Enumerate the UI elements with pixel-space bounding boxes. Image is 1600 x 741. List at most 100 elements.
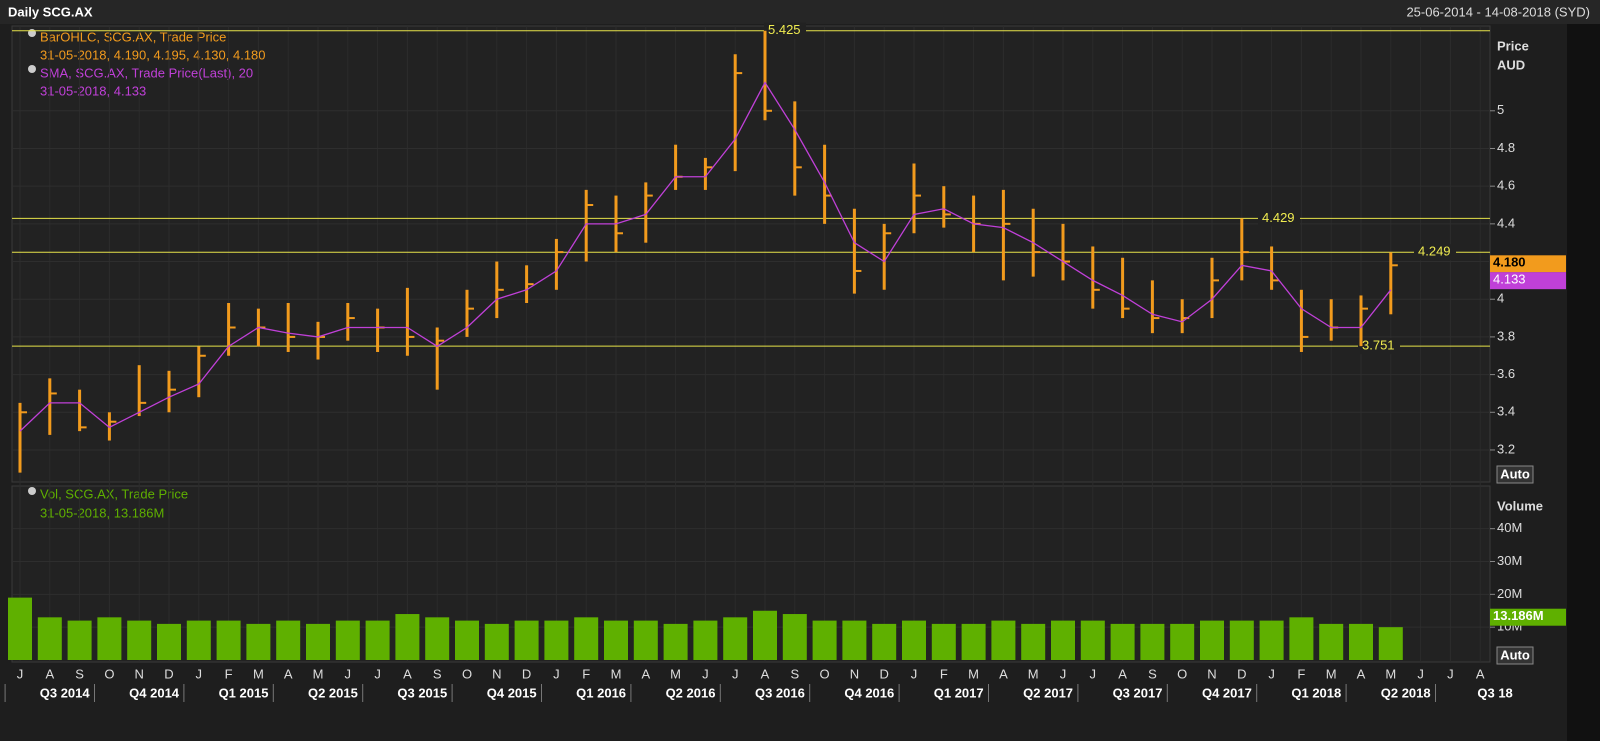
volume-bar — [276, 620, 301, 660]
volume-bar — [723, 617, 748, 660]
volume-badge-label: 13.186M — [1493, 608, 1544, 623]
volume-bar — [961, 623, 986, 660]
quarter-label: Q4 2014 — [129, 685, 180, 700]
volume-bar — [753, 610, 777, 660]
volume-bar — [544, 620, 569, 660]
x-tick-label: J — [553, 666, 560, 681]
legend-text: 31-05-2018, 13.186M — [40, 505, 164, 520]
level-label: 3.751 — [1362, 338, 1395, 353]
volume-bar — [1349, 623, 1373, 660]
volume-bar — [1170, 623, 1195, 660]
volume-bar — [1110, 623, 1135, 660]
quarter-label: Q1 2018 — [1291, 685, 1341, 700]
x-tick-label: A — [999, 666, 1008, 681]
volume-bar — [8, 597, 32, 660]
auto-button[interactable] — [1496, 646, 1534, 665]
quarter-label: Q3 18 — [1477, 685, 1512, 700]
y-tick-label: 40M — [1497, 520, 1522, 535]
auto-button[interactable] — [1496, 465, 1534, 484]
price-badge-label: 4.180 — [1493, 255, 1526, 270]
volume-bar — [812, 620, 837, 660]
legend-icon[interactable] — [28, 65, 36, 73]
sma-line — [19, 81, 1392, 432]
quarter-label: Q2 2015 — [308, 685, 358, 700]
level-label: 4.429 — [1262, 210, 1295, 225]
x-tick-label: D — [1237, 666, 1246, 681]
level-label-bg — [764, 22, 806, 39]
x-tick-label: J — [345, 666, 352, 681]
x-tick-label: M — [611, 666, 622, 681]
x-tick-label: A — [403, 666, 412, 681]
price-axis-title: Price — [1497, 38, 1529, 53]
x-tick-label: M — [253, 666, 264, 681]
legend-text: SMA, SCG.AX, Trade Price(Last), 20 — [40, 65, 253, 80]
x-tick-label: O — [104, 666, 114, 681]
legend-text: 31-05-2018, 4.190, 4.195, 4.130, 4.180 — [40, 47, 266, 62]
volume-bar — [693, 620, 718, 660]
x-tick-label: M — [968, 666, 979, 681]
quarter-label: Q2 2018 — [1381, 685, 1431, 700]
x-tick-label: M — [1326, 666, 1337, 681]
date-range: 25-06-2014 - 14-08-2018 (SYD) — [1406, 4, 1590, 19]
level-label: 4.249 — [1418, 244, 1451, 259]
volume-bar — [1319, 623, 1344, 660]
x-tick-label: J — [702, 666, 709, 681]
x-tick-label: D — [522, 666, 531, 681]
level-label-bg — [1258, 210, 1300, 227]
x-tick-label: J — [374, 666, 381, 681]
legend-icon[interactable] — [28, 29, 36, 37]
x-tick-label: S — [1148, 666, 1157, 681]
x-tick-label: A — [1357, 666, 1366, 681]
x-tick-label: N — [1207, 666, 1216, 681]
volume-bar — [455, 620, 479, 660]
quarter-label: Q2 2016 — [666, 685, 716, 700]
quarter-label: Q1 2015 — [219, 685, 269, 700]
x-tick-label: D — [164, 666, 173, 681]
x-tick-label: J — [1268, 666, 1275, 681]
legend-icon[interactable] — [28, 487, 36, 495]
volume-bar — [1200, 620, 1224, 660]
volume-bar — [604, 620, 628, 660]
y-tick-label: 5 — [1497, 102, 1504, 117]
y-tick-label: 4 — [1497, 291, 1504, 306]
price-axis-unit: AUD — [1497, 57, 1525, 72]
chart-title: Daily SCG.AX — [8, 4, 93, 19]
x-tick-label: J — [1417, 666, 1424, 681]
level-label-bg — [1414, 244, 1456, 261]
auto-label[interactable]: Auto — [1500, 466, 1530, 481]
volume-bar — [1051, 620, 1075, 660]
x-tick-label: J — [1090, 666, 1097, 681]
quarter-label: Q4 2017 — [1202, 685, 1252, 700]
level-label: 5.425 — [768, 22, 801, 37]
x-tick-label: N — [492, 666, 501, 681]
volume-bar — [663, 623, 688, 660]
volume-bar — [186, 620, 211, 660]
volume-bar — [1289, 617, 1314, 660]
volume-bar — [127, 620, 152, 660]
x-tick-label: J — [911, 666, 918, 681]
x-tick-label: F — [582, 666, 590, 681]
x-tick-label: F — [1297, 666, 1305, 681]
level-label-bg — [1358, 338, 1400, 355]
x-tick-label: M — [1028, 666, 1039, 681]
volume-bar — [306, 623, 330, 660]
volume-bar — [1021, 623, 1046, 660]
volume-bar — [1378, 627, 1403, 660]
x-tick-label: N — [135, 666, 144, 681]
y-tick-label: 3.2 — [1497, 441, 1515, 456]
volume-bar — [484, 623, 509, 660]
price-badge-label: 4.133 — [1493, 272, 1526, 287]
x-tick-label: A — [761, 666, 770, 681]
volume-bar — [97, 617, 122, 660]
volume-bar — [365, 620, 390, 660]
y-tick-label: 4.8 — [1497, 140, 1515, 155]
legend-text: Vol, SCG.AX, Trade Price — [40, 486, 188, 501]
quarter-label: Q4 2015 — [487, 685, 537, 700]
y-tick-label: 30M — [1497, 553, 1522, 568]
y-tick-label: 3.8 — [1497, 328, 1515, 343]
right-margin — [1567, 24, 1600, 741]
quarter-label: Q3 2015 — [397, 685, 447, 700]
x-tick-label: D — [880, 666, 889, 681]
auto-label[interactable]: Auto — [1500, 647, 1530, 662]
